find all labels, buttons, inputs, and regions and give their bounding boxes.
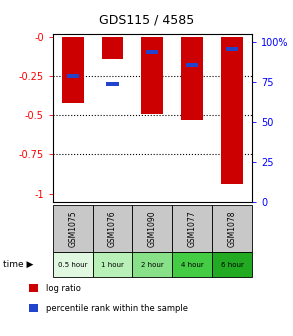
Text: GSM1078: GSM1078: [228, 210, 236, 247]
Text: GSM1075: GSM1075: [68, 210, 77, 247]
Text: 0.5 hour: 0.5 hour: [58, 262, 87, 267]
Bar: [181, 37, 203, 120]
Bar: [93, 205, 132, 252]
Text: GSM1076: GSM1076: [108, 210, 117, 247]
Bar: [172, 205, 212, 252]
Bar: [53, 252, 93, 277]
Bar: [146, 50, 159, 54]
Text: GSM1077: GSM1077: [188, 210, 197, 247]
Bar: [67, 74, 79, 78]
Bar: [212, 205, 252, 252]
Text: 2 hour: 2 hour: [141, 262, 164, 267]
Bar: [212, 252, 252, 277]
Text: log ratio: log ratio: [46, 284, 81, 293]
Bar: [221, 37, 243, 184]
Bar: [53, 205, 93, 252]
Bar: [106, 82, 119, 86]
Bar: [142, 37, 163, 114]
Bar: [102, 37, 123, 59]
Bar: [172, 252, 212, 277]
Bar: [132, 252, 172, 277]
Text: 6 hour: 6 hour: [221, 262, 243, 267]
Text: time ▶: time ▶: [3, 260, 33, 269]
Bar: [132, 205, 172, 252]
Text: 4 hour: 4 hour: [181, 262, 204, 267]
Text: GSM1090: GSM1090: [148, 210, 157, 247]
Bar: [186, 63, 198, 67]
Bar: [226, 47, 238, 51]
Text: GDS115 / 4585: GDS115 / 4585: [99, 13, 194, 27]
Bar: [62, 37, 84, 103]
Bar: [93, 252, 132, 277]
Text: 1 hour: 1 hour: [101, 262, 124, 267]
Text: percentile rank within the sample: percentile rank within the sample: [46, 304, 188, 313]
